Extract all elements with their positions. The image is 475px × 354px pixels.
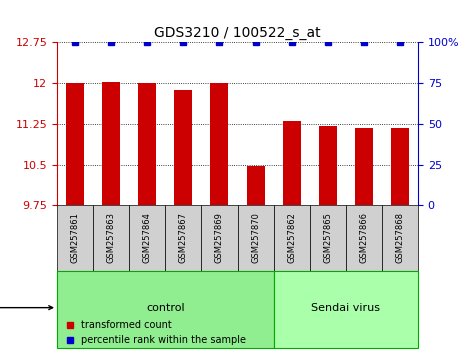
FancyBboxPatch shape: [274, 205, 310, 270]
Text: GSM257863: GSM257863: [107, 212, 115, 263]
Text: GSM257870: GSM257870: [251, 212, 260, 263]
Bar: [210, 83, 228, 205]
Text: control: control: [146, 303, 185, 313]
Bar: [355, 128, 373, 205]
Text: GSM257865: GSM257865: [323, 212, 332, 263]
FancyBboxPatch shape: [238, 205, 274, 270]
Text: infection: infection: [0, 303, 53, 313]
Text: GSM257869: GSM257869: [215, 212, 224, 263]
Bar: [66, 83, 84, 205]
Text: GSM257866: GSM257866: [360, 212, 368, 263]
Text: GSM257864: GSM257864: [143, 212, 152, 263]
FancyBboxPatch shape: [201, 205, 238, 270]
FancyBboxPatch shape: [93, 205, 129, 270]
Text: Sendai virus: Sendai virus: [311, 303, 380, 313]
FancyBboxPatch shape: [346, 205, 382, 270]
Bar: [174, 90, 192, 205]
FancyBboxPatch shape: [310, 205, 346, 270]
Bar: [283, 121, 301, 205]
Bar: [247, 166, 265, 205]
Bar: [391, 128, 409, 205]
FancyBboxPatch shape: [57, 270, 274, 348]
Text: GSM257868: GSM257868: [396, 212, 404, 263]
Title: GDS3210 / 100522_s_at: GDS3210 / 100522_s_at: [154, 26, 321, 40]
Bar: [138, 83, 156, 205]
Legend: transformed count, percentile rank within the sample: transformed count, percentile rank withi…: [62, 316, 250, 349]
FancyBboxPatch shape: [129, 205, 165, 270]
Text: GSM257867: GSM257867: [179, 212, 188, 263]
Text: GSM257862: GSM257862: [287, 212, 296, 263]
FancyBboxPatch shape: [274, 270, 418, 348]
Text: GSM257861: GSM257861: [71, 212, 79, 263]
FancyBboxPatch shape: [382, 205, 418, 270]
Bar: [102, 82, 120, 205]
Bar: [319, 126, 337, 205]
FancyBboxPatch shape: [57, 205, 93, 270]
FancyBboxPatch shape: [165, 205, 201, 270]
